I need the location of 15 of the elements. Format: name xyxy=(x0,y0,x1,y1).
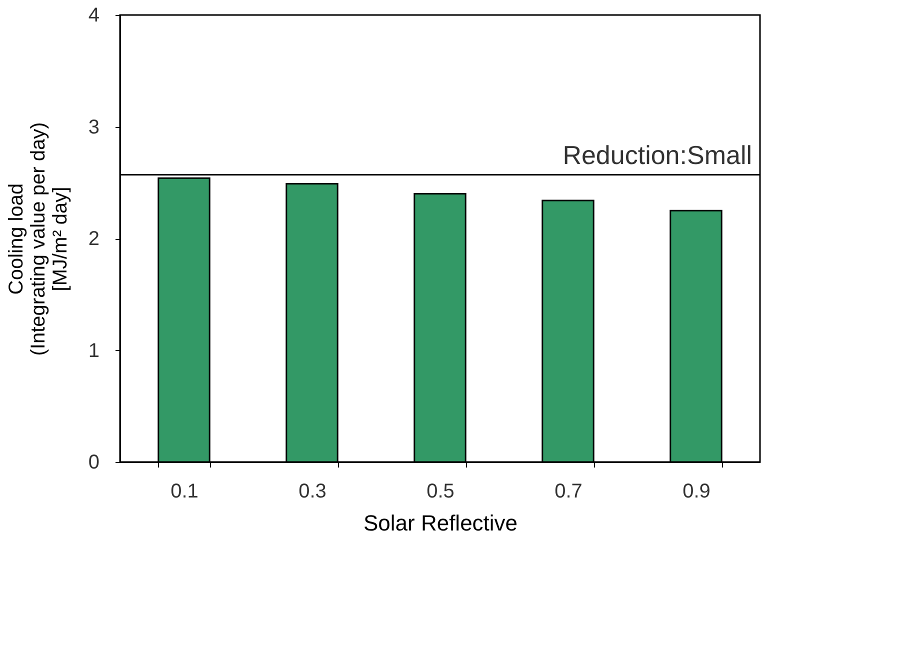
x-tick-label: 0.5 xyxy=(426,480,454,502)
y-tick-label: 1 xyxy=(88,340,100,362)
x-axis-title: Solar Reflective xyxy=(363,510,518,536)
ref-line-label: Reduction:Small xyxy=(562,140,752,170)
y-tick-label: 0 xyxy=(88,452,100,474)
text: Cooling load xyxy=(5,183,28,295)
x-tick-label: 0.9 xyxy=(682,480,710,502)
text: (Integrating value per day) xyxy=(27,122,50,356)
x-tick-label: 0.1 xyxy=(170,480,198,502)
y-tick-label: 4 xyxy=(88,4,100,26)
x-tick-label: 0.3 xyxy=(298,480,326,502)
y-tick-label: 3 xyxy=(88,116,100,138)
y-tick-label: 2 xyxy=(88,228,100,250)
text: [MJ/m² day] xyxy=(49,186,72,292)
x-tick-label: 0.7 xyxy=(554,480,582,502)
